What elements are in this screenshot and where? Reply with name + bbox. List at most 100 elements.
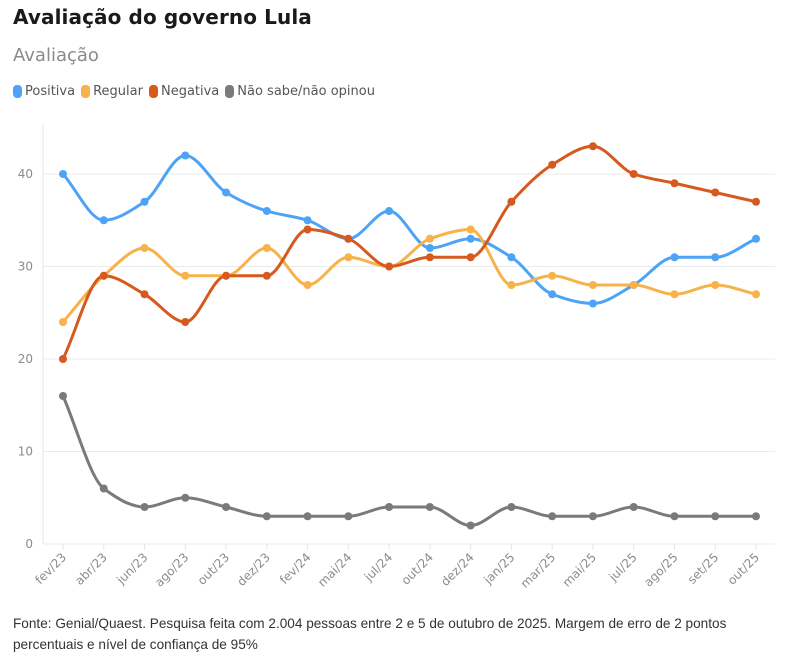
legend-label: Negativa xyxy=(160,84,220,99)
data-point[interactable] xyxy=(262,207,271,215)
data-point[interactable] xyxy=(425,503,434,511)
y-tick-label: 10 xyxy=(18,445,33,459)
data-point[interactable] xyxy=(262,244,271,252)
data-point[interactable] xyxy=(140,244,149,252)
data-point[interactable] xyxy=(711,253,720,262)
data-point[interactable] xyxy=(466,225,475,234)
legend-item-negativa[interactable]: Negativa xyxy=(148,84,220,99)
data-point[interactable] xyxy=(222,271,231,280)
x-tick-label: dez/24 xyxy=(438,550,477,589)
x-tick-label: ago/23 xyxy=(152,550,191,589)
x-tick-label: set/25 xyxy=(685,550,722,587)
data-point[interactable] xyxy=(140,197,149,206)
data-point[interactable] xyxy=(425,234,434,243)
data-point[interactable] xyxy=(548,160,557,169)
data-point[interactable] xyxy=(181,271,190,280)
legend-label: Não sabe/não opinou xyxy=(237,84,375,99)
data-point[interactable] xyxy=(303,225,312,234)
x-tick-label: abr/23 xyxy=(72,550,110,588)
data-point[interactable] xyxy=(588,142,597,151)
data-point[interactable] xyxy=(670,253,679,262)
chart-subtitle: Avaliação xyxy=(13,45,99,66)
data-point[interactable] xyxy=(140,290,149,299)
data-point[interactable] xyxy=(262,512,271,521)
data-point[interactable] xyxy=(385,262,394,271)
legend-label: Regular xyxy=(93,84,143,99)
data-point[interactable] xyxy=(181,151,190,160)
x-tick-label: dez/23 xyxy=(234,550,273,589)
data-point[interactable] xyxy=(548,512,557,521)
data-point[interactable] xyxy=(59,318,67,326)
series-lines xyxy=(61,144,758,527)
data-point[interactable] xyxy=(303,281,312,289)
data-point[interactable] xyxy=(588,281,597,289)
x-tick-label: mai/24 xyxy=(315,550,354,589)
data-point[interactable] xyxy=(629,170,638,178)
legend-swatch-icon xyxy=(81,85,91,98)
data-point[interactable] xyxy=(466,234,475,243)
data-point[interactable] xyxy=(344,234,353,243)
data-point[interactable] xyxy=(222,503,231,511)
data-point[interactable] xyxy=(222,188,231,197)
data-point[interactable] xyxy=(181,318,190,326)
data-point[interactable] xyxy=(548,271,557,280)
data-point[interactable] xyxy=(711,188,720,197)
data-point[interactable] xyxy=(303,512,312,521)
data-point[interactable] xyxy=(629,503,638,511)
x-tick-label: fev/23 xyxy=(32,550,69,587)
legend-item-regular[interactable]: Regular xyxy=(81,84,143,99)
data-point[interactable] xyxy=(425,244,434,252)
data-point[interactable] xyxy=(59,355,67,363)
legend-item-nao-sabe[interactable]: Não sabe/não opinou xyxy=(225,84,375,99)
legend-label: Positiva xyxy=(25,84,76,99)
data-point[interactable] xyxy=(670,512,679,521)
data-point[interactable] xyxy=(752,234,760,243)
data-point[interactable] xyxy=(385,503,394,511)
data-point[interactable] xyxy=(344,253,353,262)
data-point[interactable] xyxy=(507,253,516,262)
data-point[interactable] xyxy=(507,197,516,206)
data-point[interactable] xyxy=(425,253,434,262)
data-point[interactable] xyxy=(711,281,720,289)
data-point[interactable] xyxy=(466,253,475,262)
data-point[interactable] xyxy=(670,290,679,299)
data-point[interactable] xyxy=(59,392,67,400)
x-tick-label: jul/25 xyxy=(605,550,639,584)
data-point[interactable] xyxy=(507,503,516,511)
data-point[interactable] xyxy=(59,170,67,178)
x-axis: fev/23 abr/23 jun/23 ago/23 out/23 dez/23 fev/… xyxy=(32,544,762,591)
series-line-3 xyxy=(61,394,758,527)
line-chart: 0 10 20 30 40 fev/23 abr/23 jun/23 ago/23 out/23… xyxy=(18,124,775,591)
data-point[interactable] xyxy=(752,512,760,521)
data-point[interactable] xyxy=(303,216,312,225)
data-point[interactable] xyxy=(752,197,760,206)
data-point[interactable] xyxy=(385,207,394,215)
data-point[interactable] xyxy=(548,290,557,299)
data-point[interactable] xyxy=(588,512,597,521)
data-point[interactable] xyxy=(466,521,475,530)
data-point[interactable] xyxy=(99,271,108,280)
data-point[interactable] xyxy=(262,271,271,280)
x-tick-label: jul/24 xyxy=(361,550,395,584)
data-point[interactable] xyxy=(629,281,638,289)
x-tick-label: out/25 xyxy=(725,550,762,587)
x-tick-label: jan/25 xyxy=(480,550,517,587)
legend-swatch-icon xyxy=(13,85,22,98)
y-axis: 0 10 20 30 40 xyxy=(18,167,33,551)
x-tick-label: jun/23 xyxy=(113,550,150,587)
chart-title: Avaliação do governo Lula xyxy=(13,5,312,29)
data-point[interactable] xyxy=(140,503,149,511)
data-point[interactable] xyxy=(99,216,108,225)
data-point[interactable] xyxy=(670,179,679,188)
data-point[interactable] xyxy=(344,512,353,521)
y-tick-label: 40 xyxy=(18,167,33,181)
data-point[interactable] xyxy=(711,512,720,521)
legend-swatch-icon xyxy=(225,85,235,98)
legend-item-positiva[interactable]: Positiva xyxy=(13,84,75,99)
data-point[interactable] xyxy=(507,281,516,289)
y-tick-label: 0 xyxy=(25,537,33,551)
data-point[interactable] xyxy=(99,484,108,493)
data-point[interactable] xyxy=(752,290,760,299)
data-point[interactable] xyxy=(181,493,190,502)
data-point[interactable] xyxy=(588,299,597,308)
